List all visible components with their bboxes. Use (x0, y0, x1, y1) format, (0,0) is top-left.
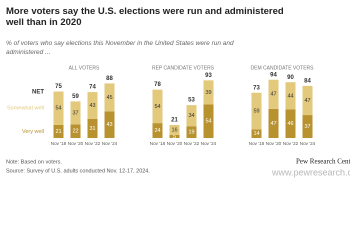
bar-segment (87, 92, 98, 119)
x-tick-label: Nov '18 (150, 141, 166, 146)
bar-value-label: 46 (287, 121, 293, 127)
note: Note: Based on voters. (6, 159, 62, 165)
net-value-label: 59 (72, 94, 79, 100)
bar-segment (152, 123, 163, 138)
net-value-label: 90 (287, 75, 294, 81)
bar-value-label: 16 (171, 127, 177, 133)
panel-title: REP CANDIDATE VOTERS (152, 65, 215, 71)
bar-segment (203, 80, 214, 105)
x-tick-label: Nov '22 (283, 141, 299, 146)
bar-value-label: 39 (205, 90, 211, 96)
x-tick-label: Nov '18 (51, 141, 67, 146)
bar-segment (70, 124, 81, 138)
bar-value-label: 37 (72, 110, 78, 116)
bar-segment (169, 124, 180, 135)
bar-value-label: 54 (154, 104, 160, 110)
x-tick-label: Nov '24 (300, 141, 316, 146)
panel-title: DEM CANDIDATE VOTERS (251, 65, 315, 71)
bar-value-label: 24 (154, 128, 160, 134)
brand: Pew Research Center (296, 158, 350, 166)
net-value-label: 73 (253, 85, 260, 91)
bar-segment (87, 118, 98, 138)
bar-value-label: 21 (55, 129, 61, 135)
bar-value-label: 43 (106, 122, 112, 128)
bar-segment (169, 134, 180, 138)
bar-segment (285, 82, 296, 110)
bar-segment (104, 83, 115, 112)
net-value-label: 78 (154, 82, 161, 88)
bar-value-label: 45 (106, 95, 112, 101)
net-value-label: 21 (171, 118, 178, 124)
net-value-label: 94 (270, 72, 277, 78)
chart-title: More voters say the U.S. elections were … (5, 6, 284, 28)
x-tick-label: Nov '22 (184, 141, 200, 146)
bar-segment (285, 109, 296, 138)
x-tick-label: Nov '20 (68, 141, 84, 146)
x-tick-label: Nov '20 (167, 141, 183, 146)
bar-value-label: 54 (205, 119, 211, 125)
bar-segment (186, 126, 197, 138)
bar-value-label: 14 (253, 131, 259, 137)
net-value-label: 88 (106, 76, 113, 82)
bar-segment (268, 79, 279, 109)
x-tick-label: Nov '24 (102, 141, 118, 146)
bar-value-label: 47 (270, 92, 276, 98)
x-tick-label: Nov '22 (85, 141, 101, 146)
x-tick-label: Nov '18 (249, 141, 265, 146)
bar-value-label: 34 (188, 113, 194, 119)
bar-segment (186, 105, 197, 127)
bar-value-label: 54 (55, 106, 61, 112)
bar-segment (203, 104, 214, 138)
net-value-label: 74 (89, 85, 96, 91)
net-value-label: 84 (304, 78, 311, 84)
bar-segment (251, 129, 262, 138)
bar-value-label: 43 (89, 103, 95, 109)
legend-label: Very well (22, 129, 44, 135)
net-value-label: 75 (55, 84, 62, 90)
net-label: NET (32, 90, 44, 96)
bar-segment (70, 101, 81, 125)
bar-segment (53, 91, 64, 125)
panel-title: ALL VOTERS (69, 65, 100, 71)
bar-segment (152, 89, 163, 124)
bar-value-label: 47 (304, 98, 310, 104)
net-value-label: 53 (188, 98, 195, 104)
bar-value-label: 5 (173, 134, 176, 140)
bar-value-label: 19 (188, 130, 194, 136)
bar-value-label: 47 (270, 121, 276, 127)
x-tick-label: Nov '24 (201, 141, 217, 146)
bar-value-label: 22 (72, 129, 78, 135)
bar-segment (251, 92, 262, 130)
bar-value-label: 31 (89, 126, 95, 132)
source: Source: Survey of U.S. adults conducted … (6, 168, 150, 174)
x-tick-label: Nov '20 (266, 141, 282, 146)
legend-label: Somewhat well (7, 106, 44, 112)
bar-segment (302, 115, 313, 138)
bar-value-label: 37 (304, 124, 310, 130)
bar-segment (53, 124, 64, 138)
bar-segment (104, 111, 115, 138)
chart: More voters say the U.S. elections were … (5, 6, 350, 178)
bar-segment (268, 108, 279, 138)
chart-subtitle: % of voters who say elections this Novem… (6, 40, 234, 56)
bar-value-label: 44 (287, 93, 293, 99)
net-value-label: 93 (205, 73, 212, 79)
bar-segment (302, 85, 313, 116)
bar-value-label: 59 (253, 108, 259, 114)
watermark: www.pewresearch.org (271, 167, 350, 177)
